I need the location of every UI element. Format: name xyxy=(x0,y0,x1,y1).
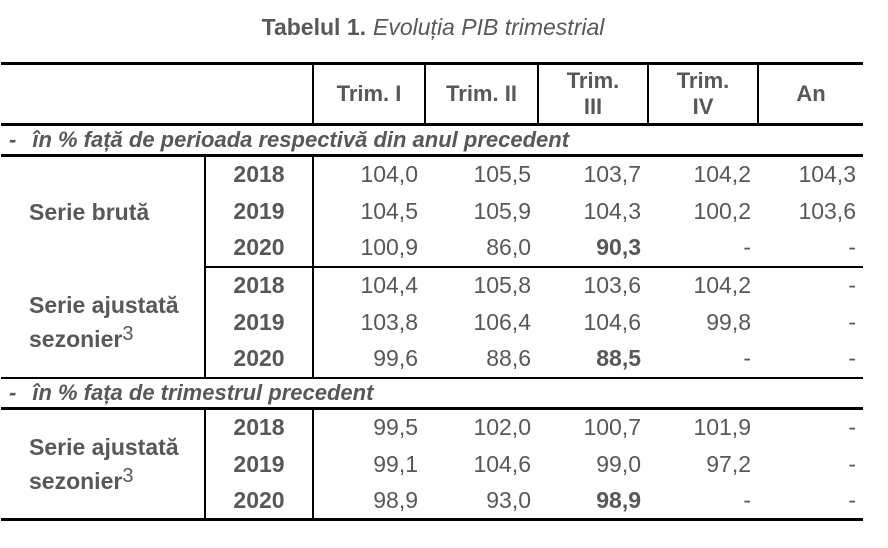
value-cell: 105,5 xyxy=(473,161,531,188)
year-cell: 2020 xyxy=(204,482,314,520)
value-cell: - xyxy=(648,229,758,268)
value-cell: 103,6 xyxy=(798,197,856,224)
value-cell: 104,6 xyxy=(583,308,641,335)
value-cell: 88,6 xyxy=(486,345,531,371)
section-dash: - xyxy=(9,127,17,152)
year-cell: 2019 xyxy=(204,445,314,483)
section-dash: - xyxy=(9,379,17,405)
value-cell: 104,3 xyxy=(798,161,856,188)
row-group-label-serie-ajustata: Serie ajustată sezonier3 xyxy=(1,266,206,378)
value-cell: 99,1 xyxy=(373,450,418,477)
year-cell: 2019 xyxy=(204,192,314,230)
value-cell: - xyxy=(758,229,863,268)
row-group-label-serie-bruta: Serie brută xyxy=(1,155,206,267)
value-cell: 104,3 xyxy=(583,197,641,224)
value-cell: 100,2 xyxy=(693,197,751,224)
value-cell: - xyxy=(848,414,856,441)
value-cell: 98,9 xyxy=(373,486,418,513)
table-title-text: Evoluția PIB trimestrial xyxy=(373,14,605,40)
table-row: 2020 98,9 93,0 98,9 - - xyxy=(1,482,863,520)
year-cell: 2019 xyxy=(204,303,314,341)
table-row: 2019 99,1 104,6 99,0 97,2 - xyxy=(1,445,863,483)
value-cell: 103,7 xyxy=(583,161,641,188)
table-row: Serie brută 2018 104,0 105,5 103,7 104,2… xyxy=(1,155,863,267)
header-cell-trim-iii: Trim. III xyxy=(537,63,648,126)
value-cell: 105,9 xyxy=(473,197,531,224)
year-cell: 2020 xyxy=(204,229,314,268)
corner-cell xyxy=(1,63,313,126)
value-cell: - xyxy=(743,345,751,371)
value-cell: 105,8 xyxy=(473,272,531,298)
value-cell: 100,7 xyxy=(583,414,641,441)
value-cell: 93,0 xyxy=(486,486,531,513)
value-cell: 104,0 xyxy=(360,161,418,188)
table-header-row: Trim. I Trim. II Trim. III Trim. IV An xyxy=(1,63,863,126)
table-row: 2020 99,6 88,6 88,5 - - xyxy=(1,340,863,378)
table-title: Tabelul 1. Evoluția PIB trimestrial xyxy=(1,13,865,41)
value-cell: 103,8 xyxy=(360,308,418,335)
value-cell: 104,2 xyxy=(693,161,751,188)
table-title-number: Tabelul 1. xyxy=(261,14,367,40)
value-cell: 97,2 xyxy=(706,450,751,477)
value-cell: 104,2 xyxy=(693,272,751,298)
value-cell: - xyxy=(848,345,856,371)
section-label: în % față de perioada respectivă din anu… xyxy=(32,127,570,152)
section-label: în % fața de trimestrul precedent xyxy=(32,379,374,405)
table-row: 2019 103,8 106,4 104,6 99,8 - xyxy=(1,303,863,341)
value-cell: - xyxy=(848,272,856,298)
gdp-quarterly-table: Trim. I Trim. II Trim. III Trim. IV An -… xyxy=(1,62,863,521)
value-cell: 99,5 xyxy=(373,414,418,441)
value-cell: 102,0 xyxy=(473,414,531,441)
value-cell: 86,0 xyxy=(425,229,538,268)
table-row: 2020 100,9 86,0 90,3 - - xyxy=(1,229,863,268)
year-cell: 2020 xyxy=(204,340,314,378)
value-cell: 99,6 xyxy=(373,345,418,371)
value-cell: 104,6 xyxy=(473,450,531,477)
header-cell-trim-ii: Trim. II xyxy=(424,63,538,126)
footnote-superscript: 3 xyxy=(122,322,134,345)
value-cell: 104,4 xyxy=(360,272,418,298)
value-cell: 103,6 xyxy=(583,272,641,298)
value-cell: 99,8 xyxy=(706,308,751,335)
value-cell: 106,4 xyxy=(473,308,531,335)
value-cell: 98,9 xyxy=(596,486,641,513)
header-cell-an: An xyxy=(757,63,863,126)
header-cell-trim-iv: Trim. IV xyxy=(647,63,758,126)
value-cell: - xyxy=(848,486,856,513)
value-cell: - xyxy=(743,486,751,513)
section-row-qoq: - în % fața de trimestrul precedent xyxy=(1,376,863,410)
value-cell: 99,0 xyxy=(596,450,641,477)
footnote-superscript: 3 xyxy=(122,465,134,488)
row-group-label-serie-ajustata: Serie ajustată sezonier3 xyxy=(1,408,206,520)
year-cell: 2018 xyxy=(204,155,314,193)
year-cell: 2018 xyxy=(204,266,314,304)
table-row: Serie ajustată sezonier3 2018 99,5 102,0… xyxy=(1,408,863,520)
value-cell: 101,9 xyxy=(693,414,751,441)
table-row: 2019 104,5 105,9 104,3 100,2 103,6 xyxy=(1,192,863,230)
value-cell: - xyxy=(848,308,856,335)
value-cell: 104,5 xyxy=(360,197,418,224)
value-cell: 90,3 xyxy=(538,229,648,268)
value-cell: - xyxy=(848,450,856,477)
value-cell: 100,9 xyxy=(313,229,425,268)
section-row-yoy: - în % față de perioada respectivă din a… xyxy=(1,124,863,157)
header-cell-trim-i: Trim. I xyxy=(312,63,425,126)
table-row: Serie ajustată sezonier3 2018 104,4 105,… xyxy=(1,266,863,378)
year-cell: 2018 xyxy=(204,408,314,446)
value-cell: 88,5 xyxy=(596,345,641,371)
